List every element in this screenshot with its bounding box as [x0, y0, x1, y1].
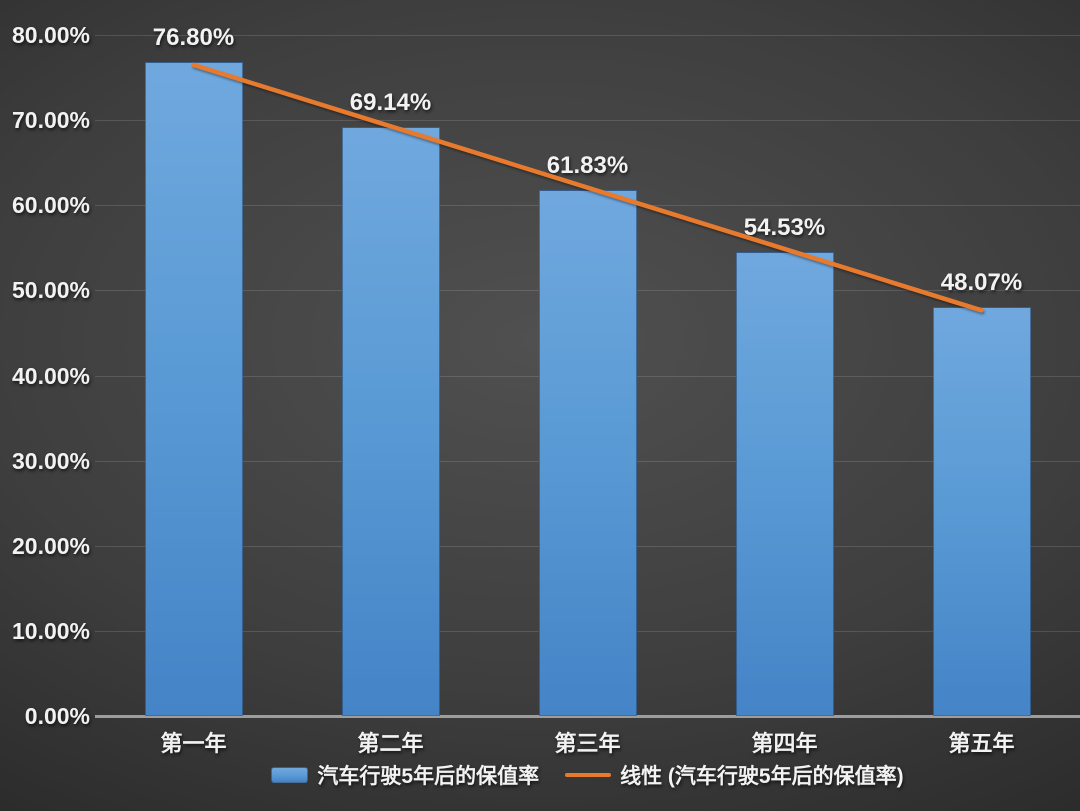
y-axis-tick-label: 80.00% [11, 22, 90, 48]
bar-data-label: 54.53% [743, 213, 826, 241]
y-axis-tick-label: 70.00% [11, 107, 90, 134]
bar-第五年[interactable] [932, 306, 1031, 716]
y-axis-tick-label: 50.00% [11, 277, 90, 304]
legend: 汽车行驶5年后的保值率 线性 (汽车行驶5年后的保值率) [95, 760, 1080, 790]
x-axis-line [95, 715, 1080, 718]
x-axis: 第一年 第二年 第三年 第四年 第五年 [95, 726, 1080, 756]
x-axis-category-label: 第三年 [554, 731, 621, 756]
bar-第四年[interactable] [735, 251, 834, 716]
y-axis-tick-label: 60.00% [11, 192, 90, 219]
bar-data-label: 61.83% [546, 151, 629, 179]
bar-第二年[interactable] [341, 127, 440, 716]
legend-label: 汽车行驶5年后的保值率 [317, 765, 540, 788]
legend-label: 线性 (汽车行驶5年后的保值率) [620, 765, 904, 788]
x-axis-category-label: 第五年 [948, 731, 1015, 756]
x-axis-category-label: 第二年 [357, 731, 424, 756]
bar-data-label: 48.07% [940, 268, 1023, 296]
y-axis-tick-label: 10.00% [11, 617, 90, 644]
linear-trendline[interactable] [191, 62, 984, 313]
legend-item-bars[interactable]: 汽车行驶5年后的保值率 [271, 760, 539, 790]
y-axis-tick-label: 30.00% [11, 447, 90, 474]
legend-bar-swatch-icon [271, 767, 309, 783]
y-axis-tick-label: 20.00% [11, 532, 90, 559]
gridline [95, 120, 1080, 122]
x-axis-category-label: 第一年 [160, 731, 227, 756]
bar-data-label: 76.80% [152, 24, 235, 52]
gridline [95, 35, 1080, 36]
bar-data-label: 69.14% [349, 89, 432, 117]
bar-第一年[interactable] [144, 62, 243, 716]
y-axis-tick-label: 0.00% [24, 703, 90, 729]
y-axis-tick-label: 40.00% [11, 362, 90, 389]
bar-第三年[interactable] [538, 189, 637, 716]
trendline-svg [191, 62, 984, 313]
legend-item-trendline[interactable]: 线性 (汽车行驶5年后的保值率) [565, 760, 904, 790]
plot-area: 0.00% 10.00% 20.00% 30.00% 40.00% 50.00% 60.00… [12, 22, 1080, 729]
legend-line-swatch-icon [565, 773, 612, 777]
x-axis-category-label: 第四年 [751, 731, 818, 756]
